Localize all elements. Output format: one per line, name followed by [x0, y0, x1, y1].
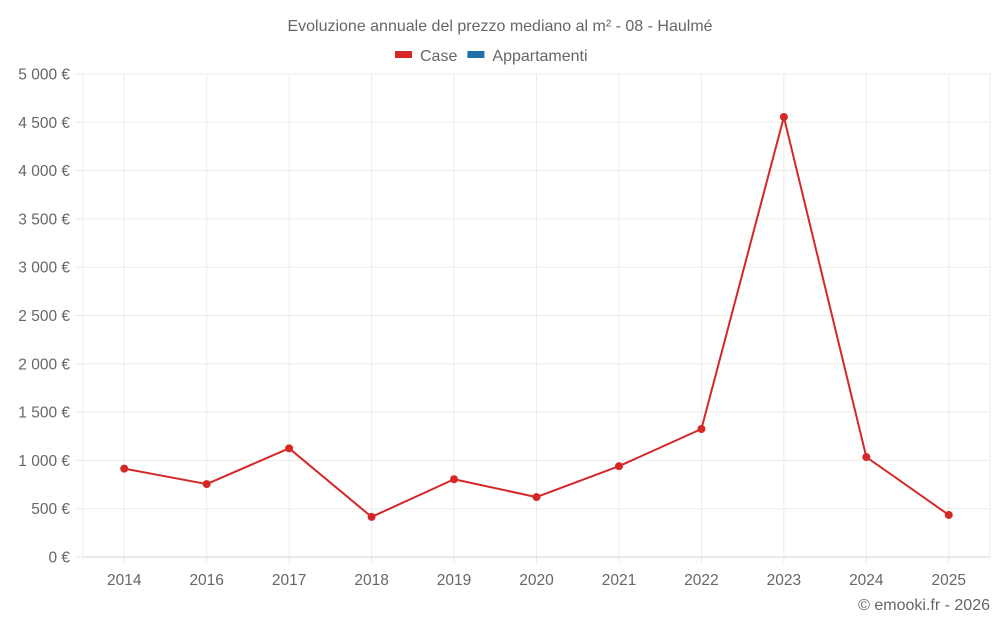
x-tick-label: 2021 — [602, 572, 636, 589]
legend-item-appartamenti[interactable]: Appartamenti — [467, 48, 588, 65]
data-point[interactable] — [697, 425, 706, 434]
data-point[interactable] — [202, 480, 211, 489]
y-tick-label: 3 500 € — [18, 211, 70, 228]
y-tick-label: 2 500 € — [18, 308, 70, 325]
y-tick-label: 1 500 € — [18, 405, 70, 422]
x-tick-label: 2023 — [767, 572, 801, 589]
credit-text: © emooki.fr - 2026 — [858, 597, 990, 614]
x-tick-label: 2018 — [354, 572, 388, 589]
y-tick-label: 4 500 € — [18, 115, 70, 132]
y-tick-label: 1 000 € — [18, 453, 70, 470]
data-point[interactable] — [532, 493, 541, 502]
legend-swatch — [395, 51, 412, 58]
x-tick-label: 2017 — [272, 572, 306, 589]
legend-item-case[interactable]: Case — [395, 48, 457, 65]
x-tick-label: 2020 — [519, 572, 554, 589]
data-point[interactable] — [450, 475, 459, 484]
data-point[interactable] — [779, 112, 788, 121]
data-point[interactable] — [944, 510, 953, 519]
y-tick-label: 0 € — [48, 550, 70, 567]
grid — [82, 73, 991, 563]
y-tick-label: 4 000 € — [18, 163, 70, 180]
y-tick-label: 5 000 € — [18, 67, 70, 84]
legend-swatch — [467, 51, 485, 58]
x-tick-label: 2014 — [107, 572, 142, 589]
chart-title: Evoluzione annuale del prezzo mediano al… — [287, 18, 712, 35]
x-tick-label: 2022 — [684, 572, 718, 589]
x-tick-label: 2024 — [849, 572, 884, 589]
data-point[interactable] — [614, 462, 623, 471]
x-axis: 2014 2016 2017 2018 2019 2020 2021 2022 2023 2024… — [107, 572, 966, 589]
y-tick-label: 2 000 € — [18, 356, 70, 373]
data-point[interactable] — [120, 464, 129, 473]
legend: Case Appartamenti — [395, 48, 588, 65]
series-case — [120, 112, 953, 521]
y-tick-label: 500 € — [31, 501, 70, 518]
x-tick-label: 2025 — [932, 572, 966, 589]
y-tick-label: 3 000 € — [18, 260, 70, 277]
legend-label: Appartamenti — [492, 48, 587, 65]
legend-label: Case — [420, 48, 457, 65]
x-tick-label: 2019 — [437, 572, 471, 589]
data-point[interactable] — [367, 512, 376, 521]
y-axis: 0 € 500 € 1 000 € 1 500 € 2 000 € 2 500 € 3 00… — [18, 67, 83, 567]
data-point[interactable] — [285, 444, 294, 453]
x-tick-label: 2016 — [189, 572, 223, 589]
data-point[interactable] — [862, 453, 871, 462]
